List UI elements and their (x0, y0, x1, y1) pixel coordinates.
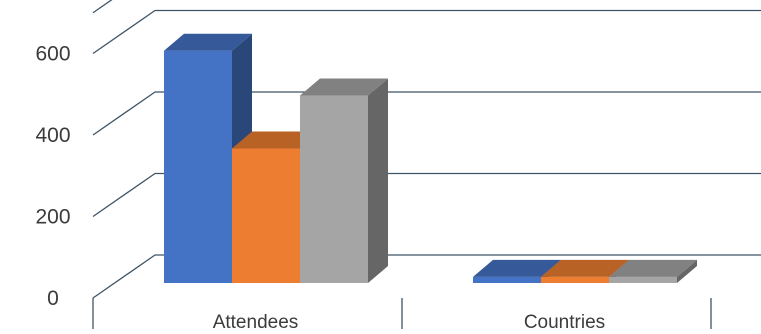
bar-front (232, 148, 300, 283)
category-label: Attendees (213, 312, 299, 329)
gridlines (92, 0, 761, 299)
bar-top (232, 131, 320, 149)
y-tick-label: 200 (35, 206, 70, 229)
bar-side (368, 78, 388, 283)
bar-top (609, 259, 697, 277)
bar-top (541, 259, 629, 277)
category-label: Countries (524, 312, 605, 329)
axes (92, 298, 712, 329)
bar-front (473, 276, 541, 283)
gridline (92, 172, 761, 218)
bar-top (473, 259, 561, 277)
bars (164, 33, 697, 283)
gridline (92, 254, 761, 299)
bar-front (541, 276, 609, 283)
y-tick-label: 0 (47, 287, 59, 310)
axis-labels: 0 200 400 600 Attendees Countries (35, 43, 605, 334)
bar-top (164, 33, 252, 51)
gridline (92, 91, 761, 136)
bar (300, 78, 388, 283)
y-tick-label: 400 (35, 124, 70, 147)
bar-front (300, 95, 368, 283)
bar-front (164, 50, 232, 283)
bar-side (677, 259, 697, 283)
gridline (92, 9, 761, 55)
bar-top (300, 78, 388, 96)
bar-front (609, 276, 677, 283)
bar (609, 259, 697, 283)
y-tick-label: 600 (35, 43, 70, 66)
